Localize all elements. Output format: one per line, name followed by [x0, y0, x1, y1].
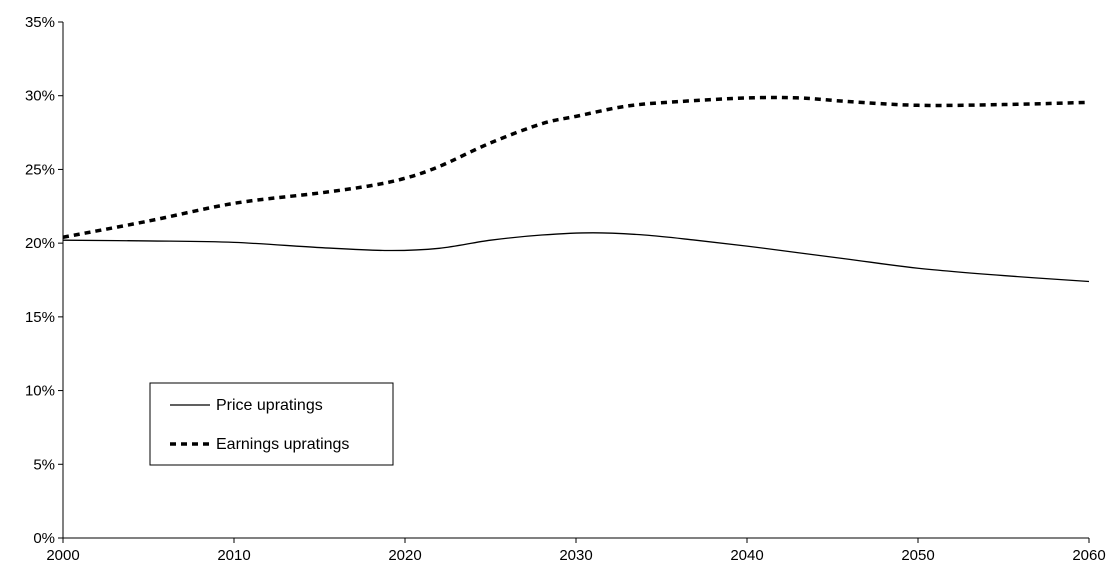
legend-label-price-upratings: Price upratings	[216, 397, 323, 414]
y-ticks: 0% 5% 10% 15% 20% 25% 30% 35%	[25, 14, 63, 547]
series-line-price-upratings	[62, 232, 1090, 283]
x-tick-label: 2000	[46, 547, 79, 564]
legend-box	[149, 382, 394, 466]
x-ticks: 2000 2010 2020 2030 2040 2050 2060	[46, 538, 1106, 564]
y-tick-label: 0%	[33, 530, 55, 547]
series-layer	[62, 95, 1090, 283]
x-tick-label: 2060	[1072, 547, 1105, 564]
x-tick-label: 2040	[730, 547, 763, 564]
y-tick-label: 10%	[25, 383, 55, 400]
y-tick-label: 25%	[25, 161, 55, 178]
x-tick-label: 2030	[559, 547, 592, 564]
x-tick-label: 2010	[217, 547, 250, 564]
y-tick-label: 15%	[25, 309, 55, 326]
legend: Price upratings Earnings upratings	[149, 382, 394, 466]
x-tick-label: 2020	[388, 547, 421, 564]
y-tick-label: 35%	[25, 14, 55, 31]
y-tick-label: 5%	[33, 456, 55, 473]
y-tick-label: 20%	[25, 235, 55, 252]
series-line-earnings-upratings	[62, 95, 1090, 239]
x-tick-label: 2050	[901, 547, 934, 564]
y-tick-label: 30%	[25, 88, 55, 105]
legend-label-earnings-upratings: Earnings upratings	[216, 436, 349, 453]
